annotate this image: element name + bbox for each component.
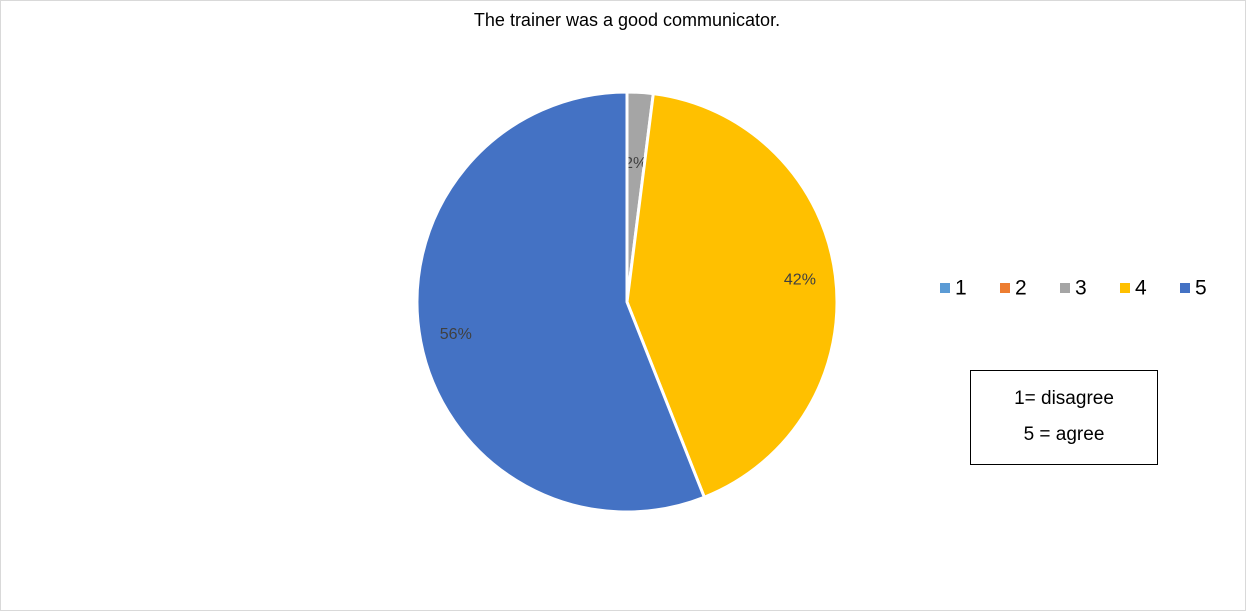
data-label: 56%	[440, 326, 472, 343]
legend-swatch	[1060, 283, 1070, 293]
annotation-box	[970, 370, 1158, 465]
annotation-line: 5 = agree	[1024, 424, 1105, 445]
data-label: 42%	[784, 271, 816, 288]
legend-swatch	[1000, 283, 1010, 293]
chart-title: The trainer was a good communicator.	[474, 10, 780, 30]
legend-swatch	[1120, 283, 1130, 293]
legend-swatch	[940, 283, 950, 293]
legend-label: 2	[1015, 277, 1027, 300]
legend-swatch	[1180, 283, 1190, 293]
data-label: 2%	[624, 155, 647, 172]
pie-slice	[415, 90, 707, 514]
pie-slice	[625, 91, 839, 500]
annotation-line: 1= disagree	[1014, 388, 1114, 409]
legend-label: 3	[1075, 277, 1087, 300]
legend-label: 1	[955, 277, 967, 300]
legend-label: 5	[1195, 277, 1207, 300]
legend-label: 4	[1135, 277, 1147, 300]
